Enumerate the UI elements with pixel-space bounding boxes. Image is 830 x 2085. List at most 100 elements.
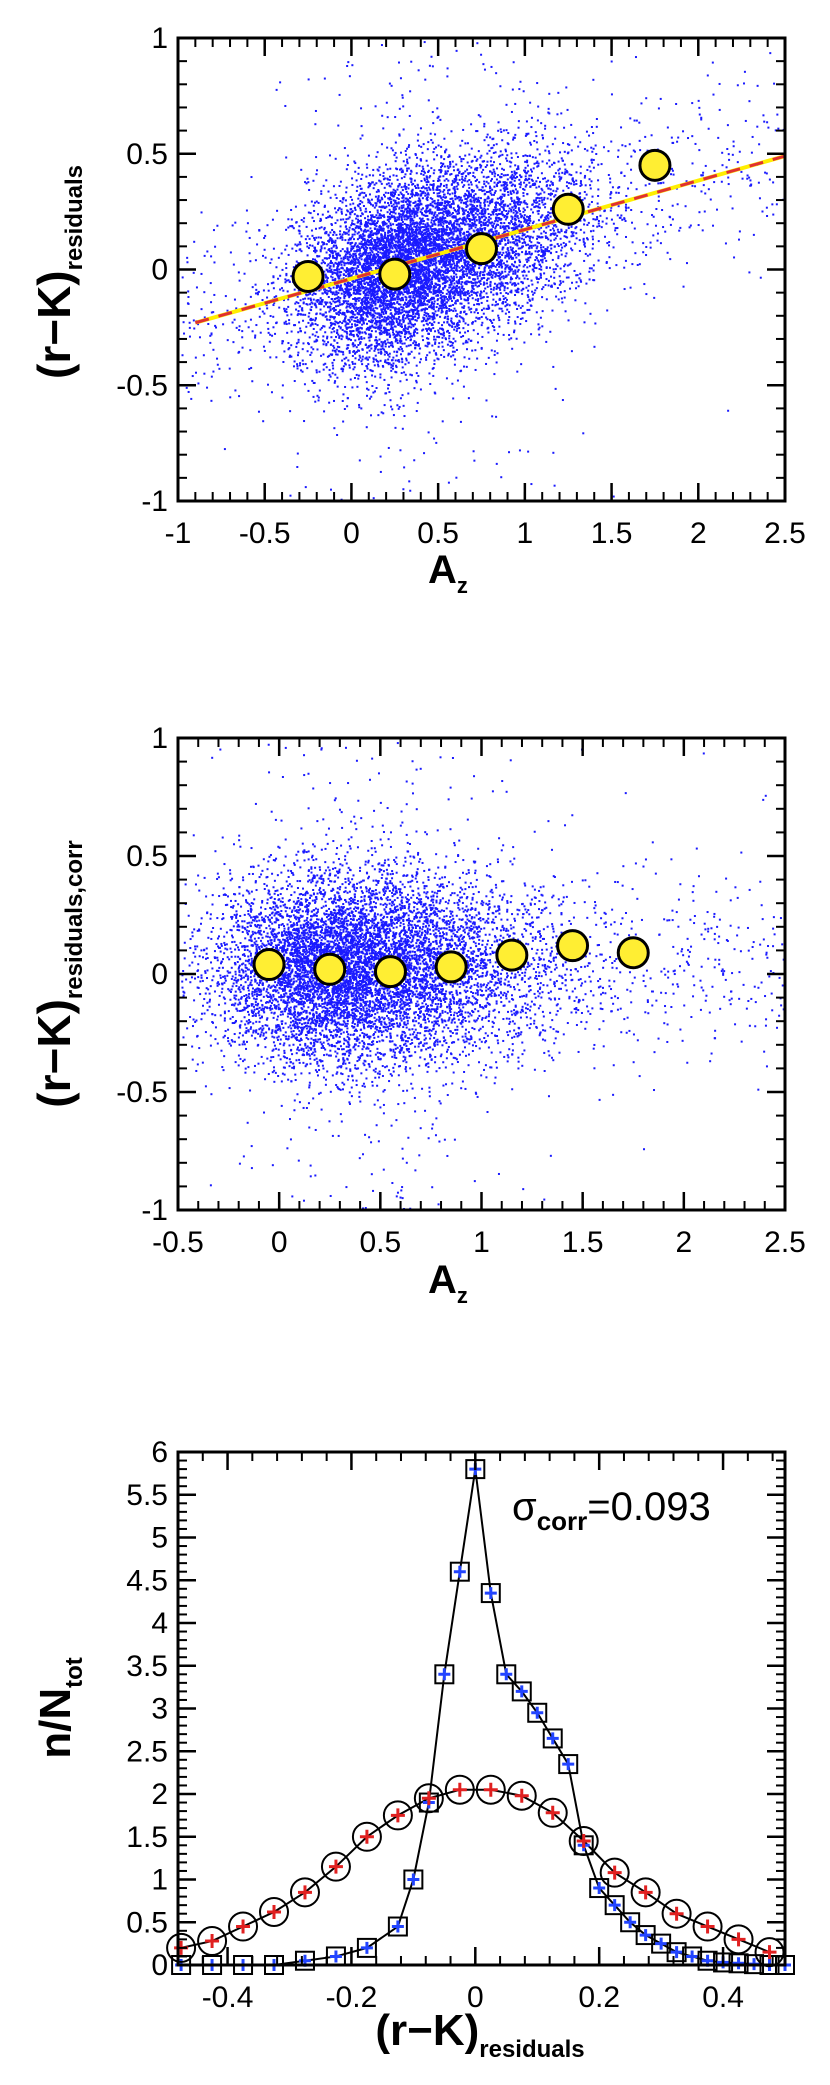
scatter-point	[332, 263, 335, 266]
scatter-point	[549, 239, 552, 242]
scatter-point	[466, 330, 469, 333]
scatter-point	[508, 257, 511, 260]
scatter-point	[666, 251, 669, 254]
scatter-point	[621, 144, 624, 147]
scatter-point	[335, 300, 338, 303]
scatter-point	[397, 407, 400, 410]
scatter-point	[421, 197, 424, 200]
scatter-point	[386, 303, 389, 306]
scatter-point	[370, 198, 373, 201]
scatter-point	[441, 236, 444, 239]
scatter-point	[443, 316, 446, 319]
scatter-point	[307, 321, 310, 324]
scatter-point	[458, 327, 461, 330]
scatter-point	[439, 259, 442, 262]
scatter-point	[433, 213, 436, 216]
scatter-point	[502, 298, 505, 301]
scatter-point	[351, 245, 354, 248]
scatter-point	[515, 337, 518, 340]
scatter-point	[511, 178, 514, 181]
scatter-point	[418, 144, 421, 147]
scatter-point	[487, 356, 490, 359]
scatter-point	[356, 329, 359, 332]
scatter-point	[387, 192, 390, 195]
scatter-point	[214, 245, 217, 248]
scatter-point	[458, 238, 461, 241]
scatter-point	[433, 338, 436, 341]
scatter-point	[491, 171, 494, 174]
scatter-point	[427, 248, 430, 251]
scatter-point	[408, 311, 411, 314]
scatter-point	[545, 259, 548, 262]
scatter-point	[482, 312, 485, 315]
scatter-point	[494, 227, 497, 230]
scatter-point	[417, 313, 420, 316]
scatter-point	[617, 149, 620, 152]
scatter-point	[442, 301, 445, 304]
scatter-point	[316, 169, 319, 172]
scatter-point	[374, 300, 377, 303]
scatter-point	[350, 259, 353, 262]
scatter-point	[351, 312, 354, 315]
scatter-point	[645, 97, 648, 100]
scatter-point	[417, 69, 420, 72]
scatter-point	[363, 262, 366, 265]
scatter-point	[330, 260, 333, 263]
scatter-point	[295, 345, 298, 348]
scatter-point	[210, 332, 213, 335]
scatter-point	[650, 134, 653, 137]
scatter-point	[423, 308, 426, 311]
scatter-point	[375, 273, 378, 276]
scatter-point	[553, 175, 556, 178]
scatter-point	[393, 294, 396, 297]
scatter-point	[462, 219, 465, 222]
scatter-point	[482, 296, 485, 299]
scatter-point	[340, 287, 343, 290]
scatter-point	[460, 335, 463, 338]
scatter-point	[610, 93, 613, 96]
scatter-point	[530, 241, 533, 244]
scatter-point	[459, 302, 462, 305]
scatter-point	[518, 178, 521, 181]
scatter-point	[384, 256, 387, 259]
scatter-point	[426, 164, 429, 167]
scatter-point	[533, 206, 536, 209]
scatter-point	[523, 311, 526, 314]
scatter-point	[358, 320, 361, 323]
scatter-point	[352, 281, 355, 284]
scatter-point	[718, 82, 721, 85]
scatter-point	[405, 218, 408, 221]
scatter-point	[365, 426, 368, 429]
scatter-point	[329, 289, 332, 292]
scatter-point	[503, 190, 506, 193]
scatter-point	[421, 335, 424, 338]
scatter-point	[472, 282, 475, 285]
scatter-point	[387, 341, 390, 344]
scatter-point	[517, 126, 520, 129]
scatter-point	[346, 255, 349, 258]
scatter-point	[429, 202, 432, 205]
scatter-point	[466, 200, 469, 203]
scatter-point	[504, 266, 507, 269]
scatter-point	[398, 244, 401, 247]
scatter-point	[371, 374, 374, 377]
scatter-point	[389, 344, 392, 347]
scatter-point	[517, 268, 520, 271]
scatter-point	[398, 334, 401, 337]
scatter-point	[398, 218, 401, 221]
scatter-point	[394, 190, 397, 193]
scatter-point	[574, 287, 577, 290]
scatter-point	[401, 170, 404, 173]
scatter-point	[381, 331, 384, 334]
scatter-point	[374, 258, 377, 261]
scatter-point	[290, 208, 293, 211]
scatter-point	[369, 235, 372, 238]
scatter-point	[427, 263, 430, 266]
scatter-point	[281, 268, 284, 271]
scatter-point	[507, 319, 510, 322]
scatter-point	[370, 217, 373, 220]
scatter-point	[310, 346, 313, 349]
scatter-point	[463, 252, 466, 255]
scatter-point	[412, 243, 415, 246]
scatter-point	[317, 335, 320, 338]
